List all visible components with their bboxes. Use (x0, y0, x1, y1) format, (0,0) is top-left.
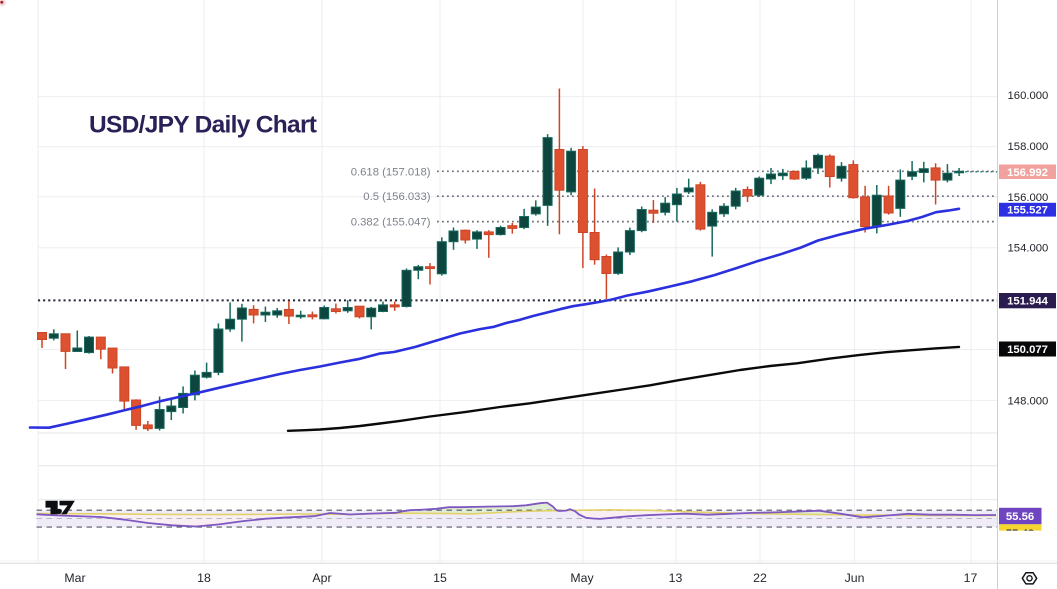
svg-text:15: 15 (433, 571, 447, 585)
svg-text:13: 13 (669, 571, 683, 585)
svg-text:155.527: 155.527 (1007, 205, 1048, 217)
svg-text:0.618 (157.018): 0.618 (157.018) (351, 166, 431, 178)
svg-text:17: 17 (964, 571, 978, 585)
svg-text:18: 18 (197, 571, 211, 585)
svg-text:158.000: 158.000 (1008, 141, 1049, 153)
svg-text:Apr: Apr (312, 571, 331, 585)
svg-text:USD/JPY Daily Chart: USD/JPY Daily Chart (89, 112, 317, 139)
svg-text:22: 22 (753, 571, 767, 585)
svg-text:154.000: 154.000 (1008, 243, 1049, 255)
svg-text:May: May (570, 571, 594, 585)
svg-text:55.43: 55.43 (1006, 528, 1034, 540)
svg-text:55.56: 55.56 (1006, 511, 1034, 523)
svg-text:0.5 (156.033): 0.5 (156.033) (363, 191, 430, 203)
svg-text:148.000: 148.000 (1008, 395, 1049, 407)
svg-text:Mar: Mar (64, 571, 85, 585)
svg-text:0.382 (155.047): 0.382 (155.047) (351, 217, 431, 229)
svg-text:150.077: 150.077 (1007, 344, 1048, 356)
svg-text:156.992: 156.992 (1007, 167, 1048, 179)
svg-text:151.944: 151.944 (1007, 296, 1049, 308)
svg-text:156.000: 156.000 (1008, 192, 1049, 204)
svg-text:160.000: 160.000 (1008, 90, 1049, 102)
svg-text:Jun: Jun (845, 571, 865, 585)
